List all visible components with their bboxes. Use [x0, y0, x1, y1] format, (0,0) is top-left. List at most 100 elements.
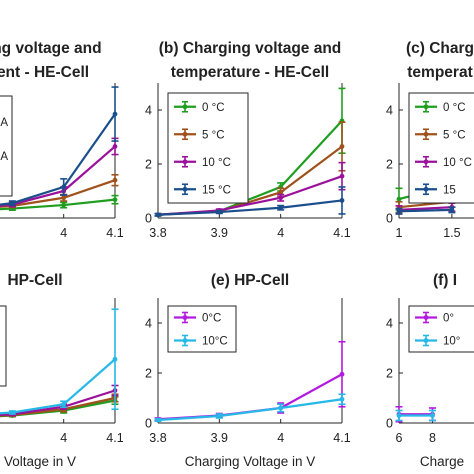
data-point [61, 401, 67, 407]
panel-title: rent - HE-Cell [0, 64, 89, 81]
data-point [430, 413, 435, 418]
y-tick-label: 4 [145, 104, 152, 118]
data-point [112, 144, 118, 149]
y-tick-label: 2 [386, 158, 393, 172]
legend-label: 10 °C [443, 157, 472, 169]
panel-d: HP-Cell 4 4.1 Voltage in V [0, 272, 124, 469]
panel-f: (f) I 0 2 4 6 8 Charge 0° 10° [386, 272, 474, 469]
x-tick-label: 3.9 [211, 431, 228, 445]
plot-area [154, 87, 346, 218]
series-line [398, 208, 452, 213]
x-axis-label: Charging Voltage in V [185, 454, 316, 469]
x-tick-label: 4 [277, 431, 284, 445]
panel-title: (f) I [433, 272, 457, 289]
legend-swatch-point [182, 338, 188, 343]
x-tick-label: 8 [429, 431, 436, 445]
x-tick-label: 4 [277, 226, 284, 240]
data-point [9, 200, 15, 206]
legend-label: 5 °C [443, 129, 466, 141]
legend-label: A [0, 151, 8, 163]
data-point [396, 413, 402, 418]
panel-title: HP-Cell [7, 272, 62, 289]
panel-title: (e) HP-Cell [211, 272, 289, 289]
legend: 0° 10° [408, 305, 474, 353]
x-tick-label: 4.1 [333, 431, 350, 445]
series-0 [0, 194, 119, 211]
series-1 [395, 409, 436, 422]
data-point [339, 144, 345, 149]
x-tick-label: 4 [60, 431, 67, 445]
series-line [157, 398, 343, 422]
legend-swatch-point [182, 104, 188, 110]
legend-label: A [0, 117, 8, 129]
legend-label: 15 °C [202, 184, 231, 196]
legend-box [0, 305, 7, 387]
x-tick-label: 6 [396, 431, 403, 445]
series-line [0, 179, 116, 208]
legend-swatch-point [423, 315, 429, 320]
data-point [9, 410, 15, 415]
series-3 [154, 186, 346, 218]
data-point [449, 207, 455, 213]
x-axis-label: Voltage in V [4, 454, 76, 469]
legend-label: 0 °C [202, 102, 225, 114]
legend-label: 5 °C [202, 129, 225, 141]
y-tick-label: 0 [386, 417, 393, 431]
data-point [155, 212, 161, 218]
data-point [216, 413, 222, 419]
x-tick-label: 1 [396, 226, 403, 240]
data-point [61, 202, 67, 208]
y-tick-label: 2 [386, 367, 393, 381]
series-line [0, 396, 116, 417]
plot-area [395, 405, 436, 423]
series-line [0, 358, 116, 415]
x-tick-label: 4 [60, 226, 67, 240]
legend: AA [0, 95, 13, 197]
data-point [112, 177, 118, 183]
series-1 [154, 393, 346, 423]
x-tick-label: 1.5 [443, 226, 460, 240]
legend-swatch-point [182, 315, 188, 320]
legend-label: 10° [443, 336, 460, 348]
series-line [0, 145, 116, 207]
data-point [112, 197, 118, 203]
series-3 [0, 86, 119, 207]
panel-e: (e) HP-Cell 0 2 4 3.8 3.9 4 4.1 Charging Voltage… [145, 272, 351, 469]
legend: 0 °C 5 °C 10 °C 15 [408, 92, 474, 204]
series-line [157, 199, 343, 216]
x-tick-label: 3.8 [149, 226, 166, 240]
legend-swatch-point [182, 131, 188, 137]
legend-swatch-point [182, 159, 188, 165]
data-point [278, 189, 284, 195]
legend-swatch-point [423, 131, 429, 137]
x-axis-label: Charge [420, 454, 464, 469]
data-point [112, 356, 118, 362]
series-3 [0, 308, 119, 415]
x-tick-label: 3.9 [211, 226, 228, 240]
legend-swatch-point [423, 104, 429, 110]
legend-box [167, 92, 249, 204]
y-tick-label: 0 [145, 212, 152, 226]
data-point [112, 111, 118, 117]
panel-c: (c) Charg temperat 0 2 4 1 1.5 0 °C 5 °C 10 °C 15 [386, 40, 474, 240]
plot-area [0, 308, 119, 418]
plot-area [154, 340, 346, 423]
legend-box [167, 305, 237, 353]
data-point [61, 195, 67, 201]
data-point [396, 196, 402, 202]
legend-label: 0°C [202, 313, 221, 325]
y-tick-label: 4 [386, 104, 393, 118]
panel-title: (c) Charg [406, 40, 474, 57]
legend-swatch-point [182, 186, 188, 192]
panel-title: (b) Charging voltage and [159, 40, 342, 57]
data-point [339, 396, 345, 402]
y-tick-label: 2 [145, 367, 152, 381]
y-tick-label: 4 [145, 317, 152, 331]
data-point [155, 417, 161, 423]
series-line [0, 389, 116, 416]
legend-label: 15 [443, 184, 456, 196]
data-point [339, 173, 345, 179]
